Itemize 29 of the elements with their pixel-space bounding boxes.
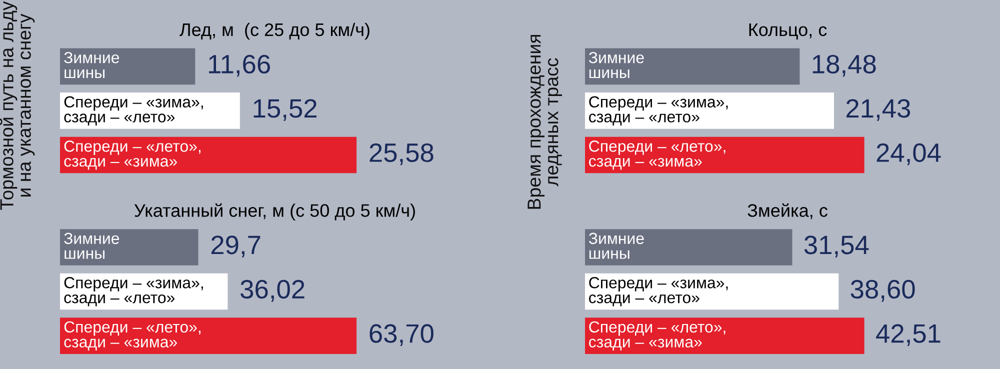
data-label: 31,54 — [804, 236, 869, 258]
data-label: 42,51 — [876, 324, 940, 346]
y-tick-label: Зимние шины — [64, 52, 120, 78]
data-label: 36,02 — [240, 280, 304, 302]
data-label: 21,43 — [846, 99, 910, 121]
y-tick-label: Спереди – «лето», сзади – «зима» — [589, 321, 726, 351]
y-tick-label: Спереди – «зима», сзади – «лето» — [589, 96, 728, 126]
y-tick-label: Спереди – «лето», сзади – «зима» — [589, 140, 726, 170]
chart-title: Лед, м (с 25 до 5 км/ч) — [180, 22, 370, 40]
y-tick-label: Зимние шины — [64, 232, 120, 259]
y-tick-label: Спереди – «лето», сзади – «зима» — [64, 140, 200, 170]
chart-title: Укатанный снег, м (с 50 до 5 км/ч) — [134, 203, 415, 220]
data-label: 29,7 — [211, 236, 260, 258]
y-tick-label: Спереди – «лето», сзади – «зима» — [64, 321, 200, 351]
data-label: 63,70 — [370, 324, 434, 346]
chart-title: Кольцо, с — [749, 24, 827, 40]
y-tick-label: Спереди – «зима», сзади – «лето» — [64, 277, 203, 306]
y-tick-label: Зимние шины — [588, 232, 644, 259]
data-label: 25,58 — [370, 143, 434, 166]
text: Время прохождения ледяных трасс — [528, 34, 562, 209]
data-label: 38,60 — [850, 280, 915, 302]
y-tick-label: Спереди – «зима», сзади – «лето» — [64, 96, 203, 126]
chart-title: Змейка, с — [748, 203, 828, 220]
data-label: 18,48 — [812, 54, 876, 77]
data-label: 11,66 — [209, 54, 270, 77]
y-tick-label: Зимние шины — [588, 52, 644, 78]
y-tick-label: Спереди – «зима», сзади – «лето» — [589, 277, 728, 306]
data-label: 15,52 — [254, 99, 316, 121]
data-label: 24,04 — [876, 143, 941, 166]
